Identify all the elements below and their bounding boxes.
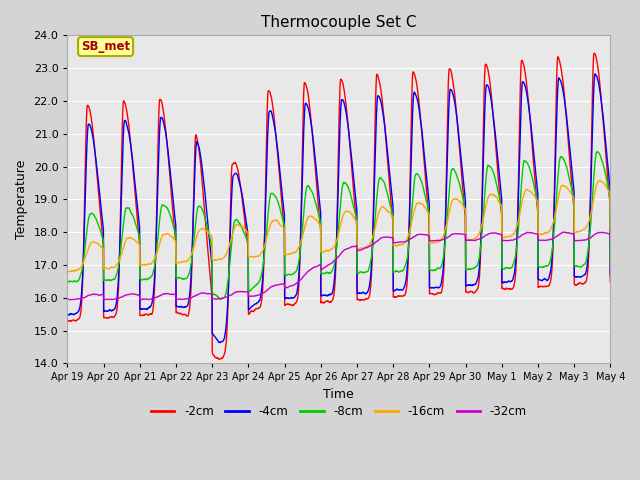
Legend: -2cm, -4cm, -8cm, -16cm, -32cm: -2cm, -4cm, -8cm, -16cm, -32cm [146,401,532,423]
Y-axis label: Temperature: Temperature [15,160,28,239]
-32cm [560,229,568,235]
Line: -32cm: -32cm [67,232,611,300]
-4cm [367,276,374,282]
-32cm [136,297,144,303]
-32cm [497,231,504,237]
-4cm [591,71,599,77]
-8cm [367,260,374,265]
-8cm [63,278,71,284]
-16cm [367,240,374,246]
-32cm [215,296,223,301]
-8cm [217,296,225,302]
-8cm [215,295,223,300]
-16cm [215,256,223,262]
-4cm [63,312,71,318]
Line: -8cm: -8cm [67,152,611,299]
-8cm [497,201,504,207]
-2cm [367,286,374,292]
Line: -16cm: -16cm [67,180,611,272]
-16cm [596,178,604,183]
-32cm [574,238,582,244]
-32cm [367,243,374,249]
-2cm [355,297,362,302]
-2cm [63,318,71,324]
-4cm [216,340,224,346]
-32cm [607,238,614,244]
-8cm [355,270,362,276]
-16cm [355,246,362,252]
Line: -4cm: -4cm [67,74,611,343]
-8cm [573,264,581,269]
-16cm [607,226,614,232]
-2cm [559,75,566,81]
Text: SB_met: SB_met [81,40,130,53]
-2cm [590,50,598,56]
-2cm [573,282,581,288]
-2cm [497,202,504,208]
-16cm [559,183,566,189]
-8cm [559,155,566,160]
-16cm [573,229,581,235]
-32cm [559,229,566,235]
-32cm [355,248,362,253]
-4cm [607,272,614,278]
-16cm [497,202,504,207]
-4cm [355,291,362,297]
-4cm [215,339,223,345]
-2cm [215,356,223,362]
-8cm [593,149,601,155]
-2cm [607,279,614,285]
Line: -2cm: -2cm [67,53,611,360]
-4cm [559,85,566,91]
X-axis label: Time: Time [323,388,354,401]
-8cm [607,262,614,268]
Title: Thermocouple Set C: Thermocouple Set C [261,15,417,30]
-2cm [216,357,223,362]
-16cm [63,269,71,275]
-16cm [64,269,72,275]
-32cm [63,296,71,302]
-4cm [573,274,581,279]
-4cm [497,186,504,192]
